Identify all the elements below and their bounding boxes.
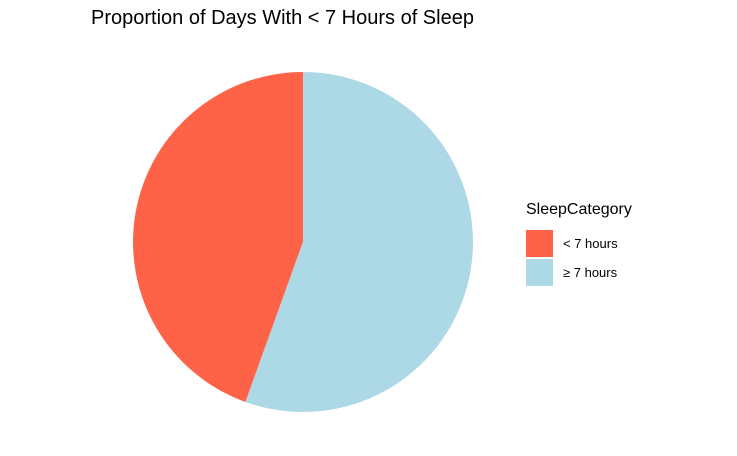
legend-item-7-hours-or-more: ≥ 7 hours — [526, 258, 632, 287]
legend-swatch-under-7-hours — [526, 230, 553, 257]
legend-swatch-7-hours-or-more — [526, 259, 553, 286]
legend-item-under-7-hours: < 7 hours — [526, 229, 632, 258]
pie-slices — [133, 72, 474, 412]
legend-title: SleepCategory — [526, 201, 632, 218]
pie-slice-under-7-hours — [133, 72, 303, 402]
legend-label-7-hours-or-more: ≥ 7 hours — [563, 265, 618, 280]
legend-label-under-7-hours: < 7 hours — [563, 236, 618, 251]
pie-slice-7-hours-or-more — [245, 72, 474, 412]
chart-title: Proportion of Days With < 7 Hours of Sle… — [91, 7, 474, 29]
legend: SleepCategory < 7 hours ≥ 7 hours — [526, 200, 632, 287]
